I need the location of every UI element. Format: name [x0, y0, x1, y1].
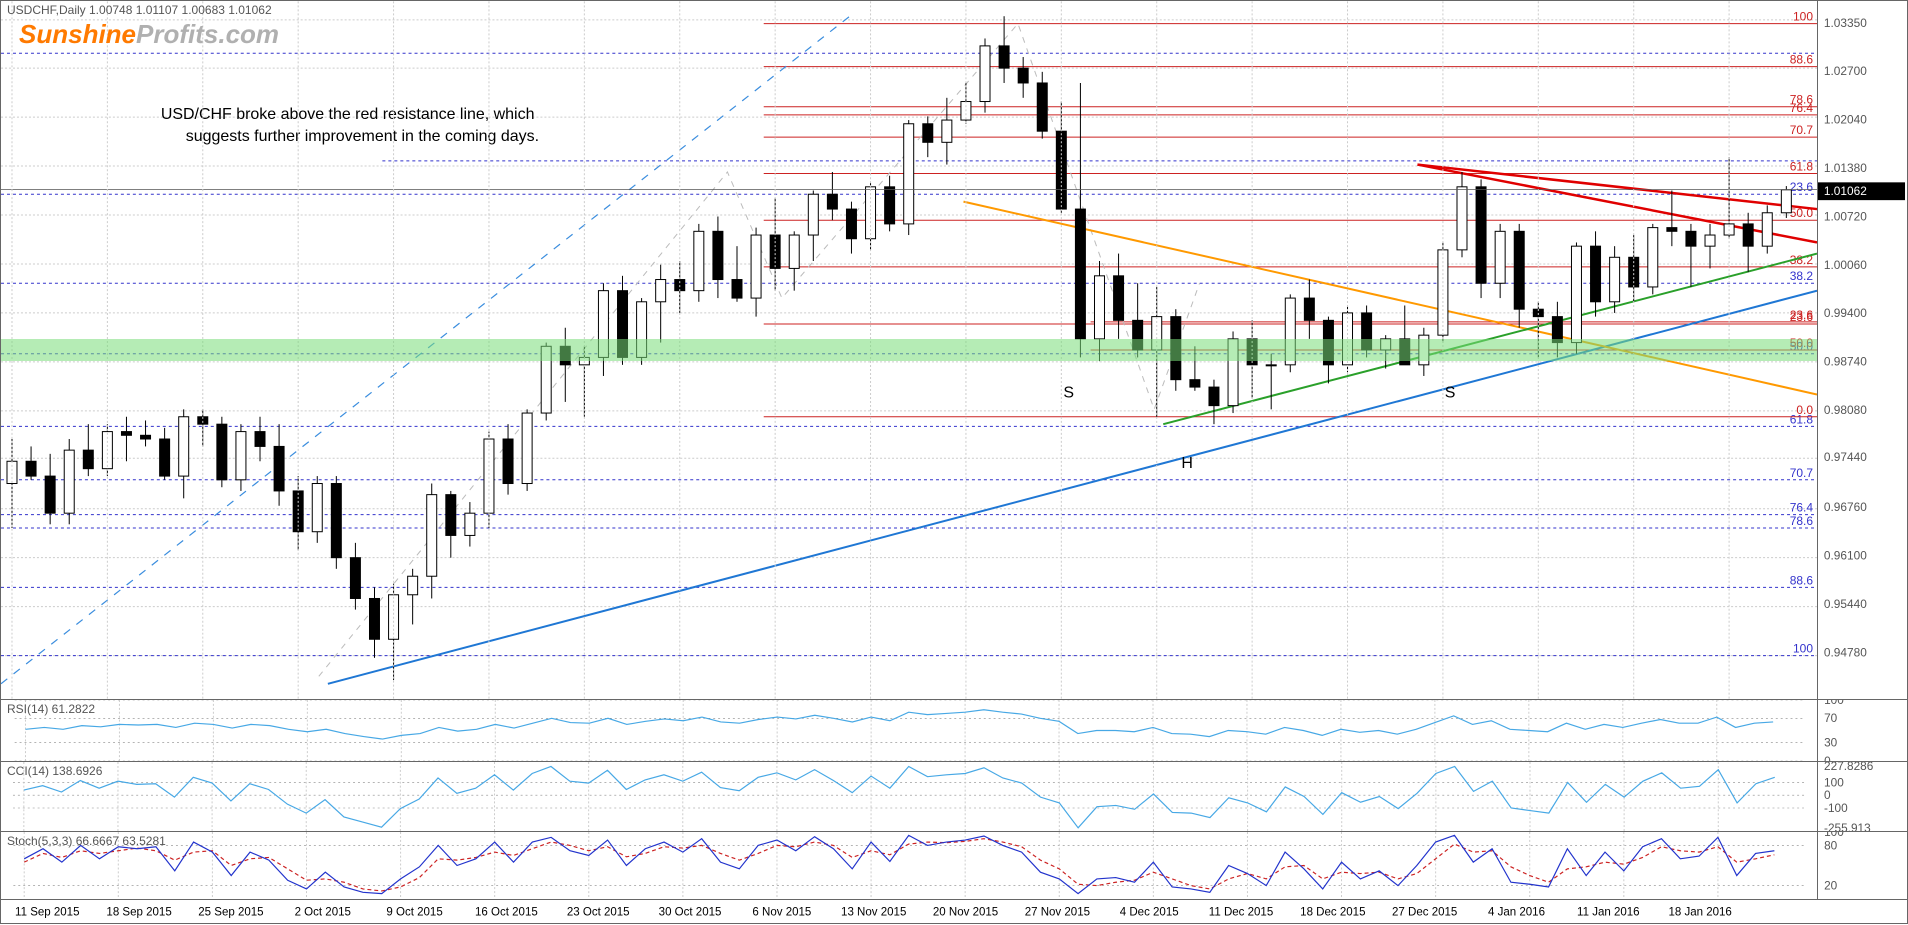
svg-text:1.01062: 1.01062 — [1824, 184, 1867, 198]
cci-panel: CCI(14) 138.6926 -255.913-1000100227.828… — [1, 761, 1907, 831]
svg-text:4 Dec 2015: 4 Dec 2015 — [1120, 906, 1179, 918]
svg-text:30 Oct 2015: 30 Oct 2015 — [659, 906, 722, 918]
main-price-panel: USDCHF,Daily 1.00748 1.01107 1.00683 1.0… — [1, 1, 1907, 699]
watermark-logo: SunshineProfits.com — [19, 19, 279, 50]
svg-text:78.6: 78.6 — [1790, 514, 1814, 528]
svg-text:2 Oct 2015: 2 Oct 2015 — [295, 906, 351, 918]
svg-text:6 Nov 2015: 6 Nov 2015 — [752, 906, 811, 918]
svg-text:70.7: 70.7 — [1790, 466, 1814, 480]
svg-text:23 Oct 2015: 23 Oct 2015 — [567, 906, 630, 918]
svg-text:0.0: 0.0 — [1796, 403, 1813, 417]
logo-right: Profits.com — [136, 19, 279, 49]
svg-text:70.7: 70.7 — [1790, 123, 1814, 137]
svg-text:27 Dec 2015: 27 Dec 2015 — [1392, 906, 1457, 918]
svg-text:0.94780: 0.94780 — [1824, 645, 1867, 659]
svg-text:0.97440: 0.97440 — [1824, 450, 1867, 464]
svg-text:76.4: 76.4 — [1790, 501, 1814, 515]
svg-text:S: S — [1445, 385, 1456, 402]
svg-text:100: 100 — [1824, 832, 1844, 839]
svg-text:0.96100: 0.96100 — [1824, 549, 1867, 563]
svg-text:11 Sep 2015: 11 Sep 2015 — [15, 906, 79, 918]
svg-text:0.96760: 0.96760 — [1824, 500, 1867, 514]
rsi-panel: RSI(14) 61.2822 03070100 — [1, 699, 1907, 761]
svg-text:25 Sep 2015: 25 Sep 2015 — [198, 906, 263, 918]
svg-text:S: S — [1063, 385, 1074, 402]
svg-text:20: 20 — [1824, 879, 1838, 893]
cci-plot[interactable] — [1, 762, 1817, 831]
svg-text:1.00720: 1.00720 — [1824, 209, 1867, 223]
support-zone-highlight — [1, 339, 1817, 361]
svg-text:-100: -100 — [1824, 801, 1848, 815]
svg-text:9 Oct 2015: 9 Oct 2015 — [386, 906, 442, 918]
svg-text:1.02700: 1.02700 — [1824, 64, 1867, 78]
svg-text:11 Jan 2016: 11 Jan 2016 — [1577, 906, 1640, 918]
rsi-plot[interactable] — [1, 700, 1817, 761]
svg-text:23.6: 23.6 — [1790, 180, 1814, 194]
svg-text:70: 70 — [1824, 711, 1838, 725]
svg-text:0: 0 — [1824, 754, 1831, 761]
svg-text:USD/CHF broke above the red re: USD/CHF broke above the red resistance l… — [161, 106, 535, 123]
svg-text:0.95440: 0.95440 — [1824, 597, 1867, 611]
svg-text:20 Nov 2015: 20 Nov 2015 — [933, 906, 998, 918]
svg-text:18 Jan 2016: 18 Jan 2016 — [1668, 906, 1731, 918]
svg-text:100: 100 — [1824, 700, 1844, 707]
svg-text:4 Jan 2016: 4 Jan 2016 — [1488, 906, 1545, 918]
svg-text:38.2: 38.2 — [1790, 269, 1814, 283]
svg-text:227.8286: 227.8286 — [1824, 762, 1874, 773]
svg-text:30: 30 — [1824, 736, 1838, 750]
svg-text:88.6: 88.6 — [1790, 53, 1814, 67]
svg-text:-255.913: -255.913 — [1824, 821, 1871, 831]
svg-text:76.4: 76.4 — [1790, 101, 1814, 115]
svg-text:100: 100 — [1793, 10, 1813, 24]
svg-text:23.6: 23.6 — [1790, 308, 1814, 322]
chart-root: USDCHF,Daily 1.00748 1.01107 1.00683 1.0… — [0, 0, 1908, 924]
svg-text:H: H — [1181, 455, 1193, 472]
svg-text:1.01380: 1.01380 — [1824, 161, 1867, 175]
svg-text:13 Nov 2015: 13 Nov 2015 — [841, 906, 906, 918]
svg-text:0.98080: 0.98080 — [1824, 403, 1867, 417]
svg-text:0: 0 — [1824, 788, 1831, 802]
svg-text:100: 100 — [1824, 775, 1844, 789]
svg-text:0.99400: 0.99400 — [1824, 306, 1867, 320]
svg-text:88.6: 88.6 — [1790, 573, 1814, 587]
x-axis: 11 Sep 2015 18 Sep 2015 25 Sep 2015 2 Oct 2… — [1, 899, 1907, 925]
svg-text:suggests further improvement i: suggests further improvement in the comi… — [186, 128, 539, 145]
stoch-panel: Stoch(5,3,3) 66.6667 63.5281 2080100 — [1, 831, 1907, 899]
svg-text:80: 80 — [1824, 838, 1838, 852]
svg-text:11 Dec 2015: 11 Dec 2015 — [1209, 906, 1273, 918]
svg-text:18 Dec 2015: 18 Dec 2015 — [1300, 906, 1365, 918]
main-yaxis-svg: 0.94780 0.95440 0.96100 0.96760 0.97440 0.980… — [1818, 1, 1907, 699]
main-yaxis: 0.94780 0.95440 0.96100 0.96760 0.97440 0.980… — [1817, 1, 1907, 699]
svg-text:1.00060: 1.00060 — [1824, 258, 1867, 272]
svg-text:16 Oct 2015: 16 Oct 2015 — [475, 906, 538, 918]
svg-text:61.8: 61.8 — [1790, 159, 1814, 173]
svg-text:18 Sep 2015: 18 Sep 2015 — [106, 906, 171, 918]
stoch-plot[interactable] — [1, 832, 1817, 899]
svg-text:1.03350: 1.03350 — [1824, 16, 1867, 30]
svg-text:27 Nov 2015: 27 Nov 2015 — [1025, 906, 1090, 918]
logo-left: Sunshine — [19, 19, 136, 49]
svg-text:0.98740: 0.98740 — [1824, 355, 1867, 369]
svg-text:100: 100 — [1793, 642, 1813, 656]
svg-text:1.02040: 1.02040 — [1824, 112, 1867, 126]
